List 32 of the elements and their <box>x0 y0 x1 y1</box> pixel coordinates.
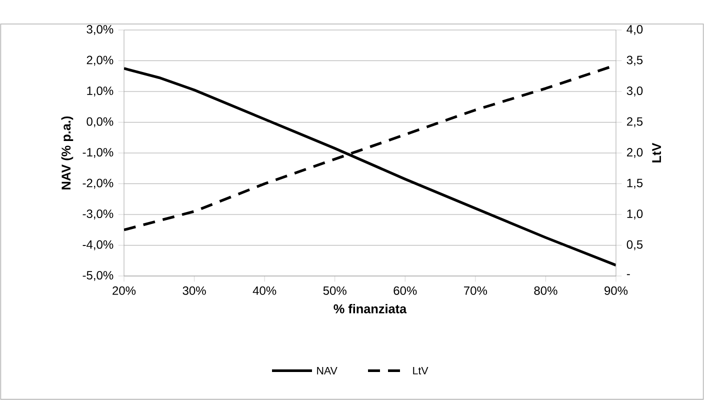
y-tick-label: -4,0% <box>82 240 114 250</box>
x-tick-label: 50% <box>323 286 346 295</box>
y2-tick-label: 4,0 <box>626 25 643 35</box>
y-tick-label: 2,0% <box>86 56 114 66</box>
x-tick-label: 70% <box>464 286 487 295</box>
y-axis-title: NAV (% p.a.) <box>61 116 74 190</box>
y2-tick-label: 0,5 <box>626 240 643 250</box>
x-tick-label: 30% <box>182 286 206 295</box>
x-tick-label: 90% <box>604 286 628 295</box>
y-tick-label: 1,0% <box>87 86 114 96</box>
x-tick-label: 60% <box>394 286 417 295</box>
y2-tick-label: 1,5 <box>627 178 643 189</box>
y-tick-label: 0,0% <box>86 117 114 128</box>
y-tick-label: -5,0% <box>82 271 114 281</box>
y2-tick-label: 1,0 <box>627 210 643 220</box>
x-axis-title: % finanziata <box>334 304 407 314</box>
x-tick-label: 40% <box>252 286 276 295</box>
y2-axis-title: LtV <box>652 142 662 162</box>
x-tick-label: 20% <box>112 286 136 295</box>
y2-tick-label: 3,5 <box>626 56 643 66</box>
y2-tick-label: 3,0 <box>626 86 643 96</box>
y2-tick-label: 2,5 <box>626 117 643 128</box>
legend-label: NAV <box>317 366 338 374</box>
x-tick-label: 80% <box>534 286 558 295</box>
y-tick-label: -3,0% <box>82 210 114 220</box>
line-series <box>124 67 616 267</box>
y-tick-label: -1,0% <box>82 148 114 158</box>
y-tick-label: 3,0% <box>86 25 114 35</box>
y-tick-label: -2,0% <box>82 178 114 189</box>
y2-tick-label: 2,0 <box>626 148 643 158</box>
y2-tick-label: - <box>626 274 630 276</box>
legend-label: LtV <box>413 366 428 374</box>
